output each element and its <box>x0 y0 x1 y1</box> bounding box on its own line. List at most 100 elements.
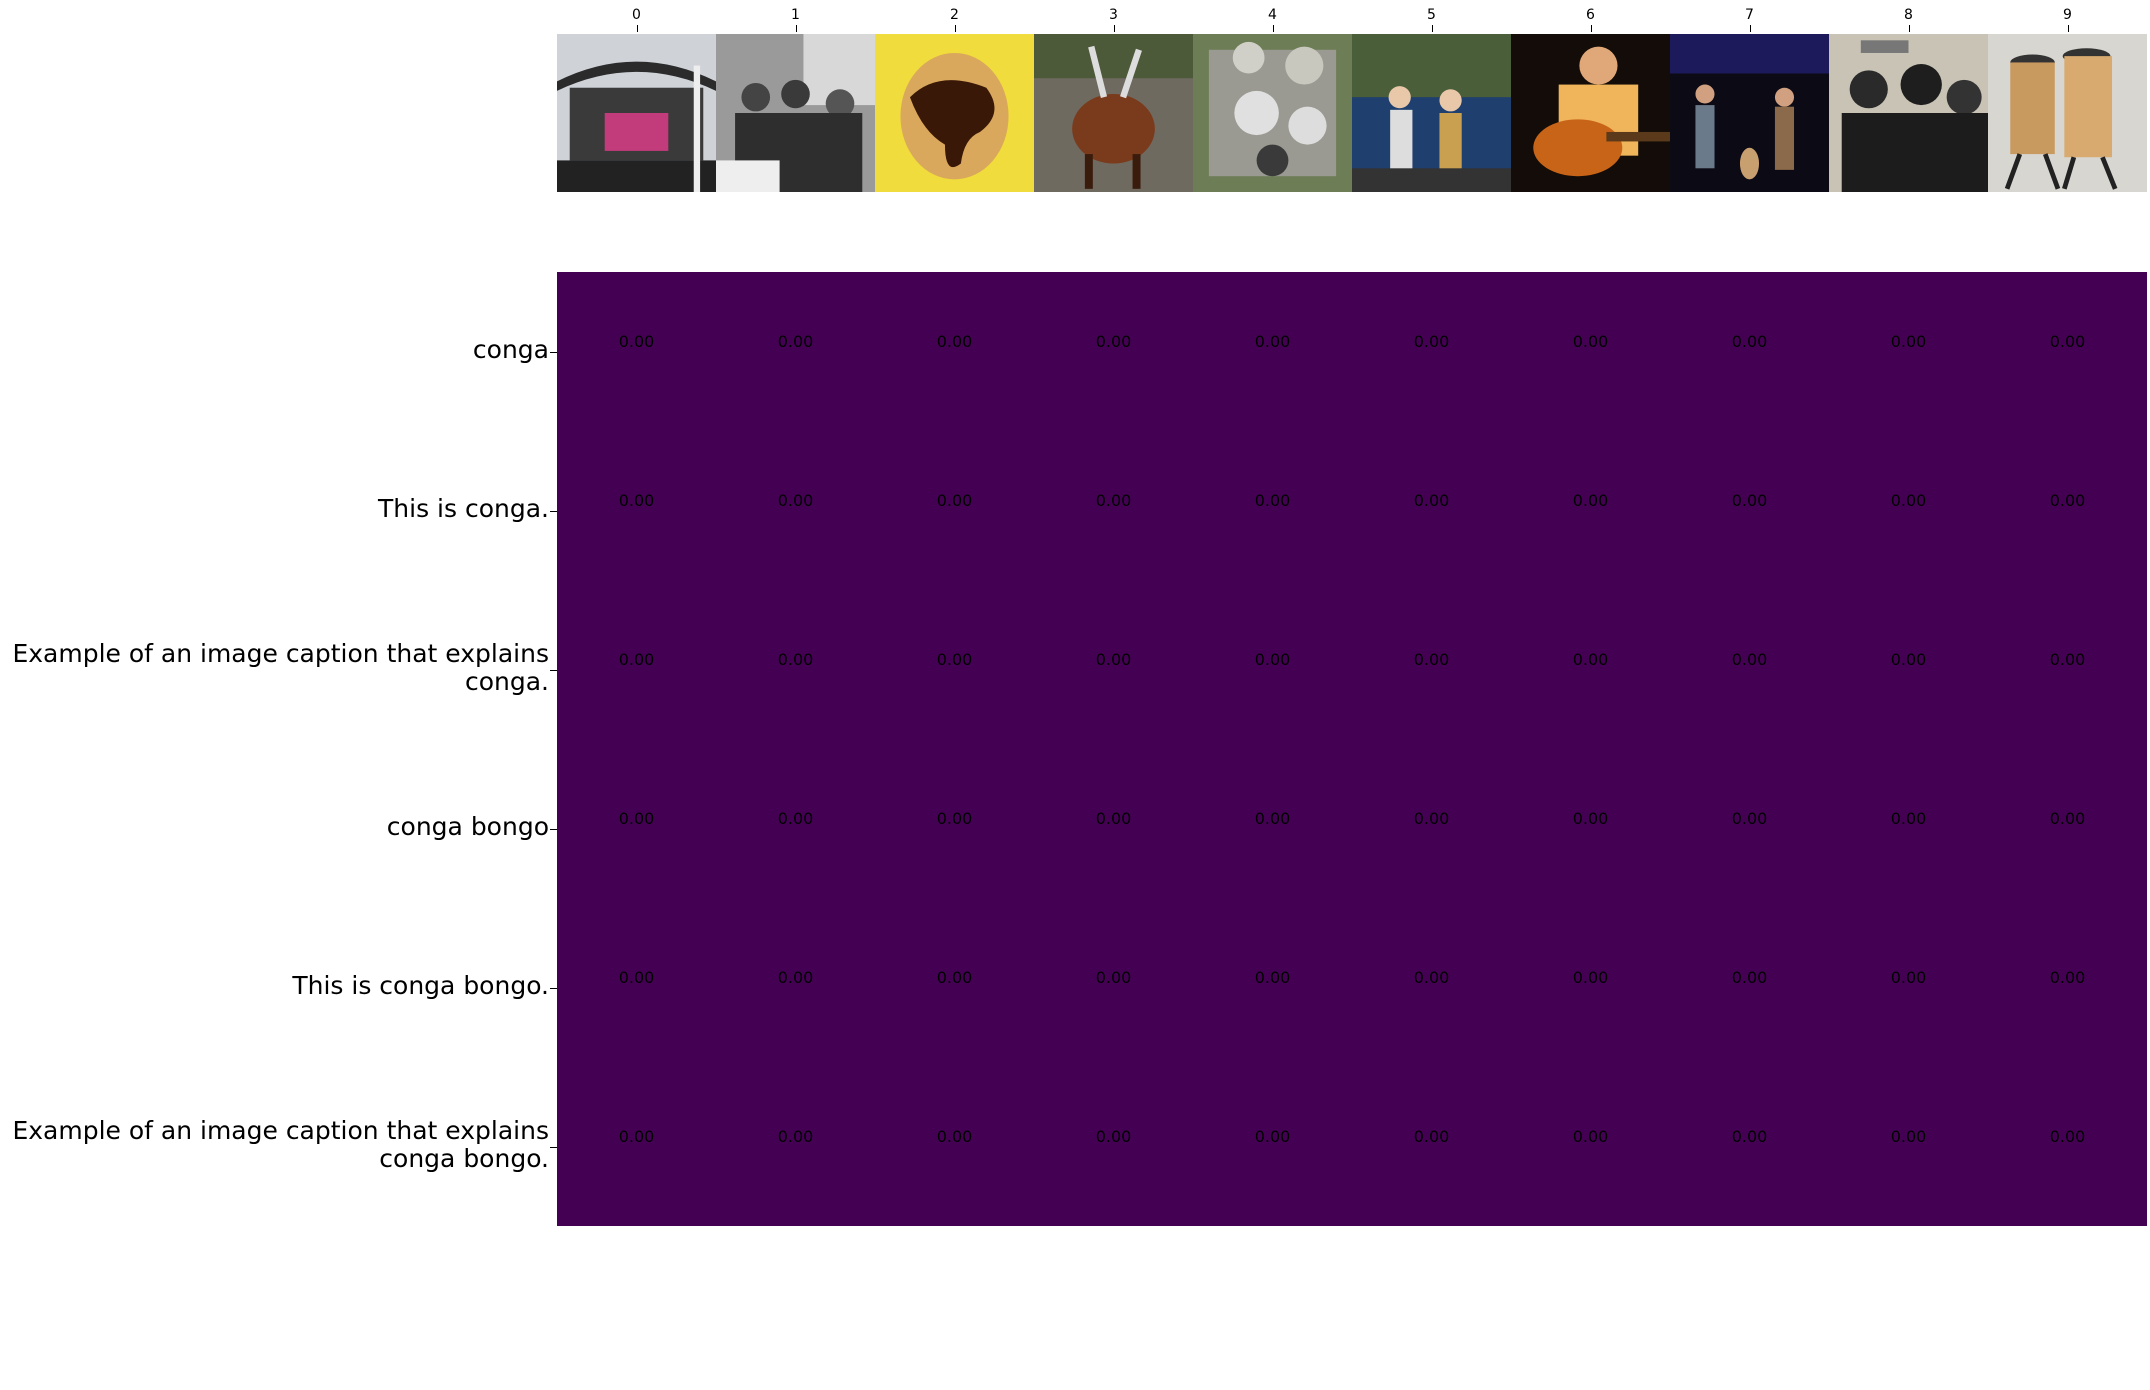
heatmap-grid <box>557 272 2147 1226</box>
cell-value: 0.00 <box>1731 808 1768 828</box>
cell-value: 0.00 <box>618 649 655 669</box>
cell-value: 0.00 <box>1731 490 1768 510</box>
cell-value: 0.00 <box>936 1126 973 1146</box>
x-tick-label: 9 <box>2063 7 2072 23</box>
x-tick-label: 1 <box>791 7 800 23</box>
thumbnail-live-band-icon <box>1670 34 1829 192</box>
cell-value: 0.00 <box>1572 967 1609 987</box>
cell-value: 0.00 <box>618 490 655 510</box>
x-tick-label: 0 <box>632 7 641 23</box>
y-tick-label-line: This is conga bongo. <box>292 970 549 1000</box>
cell-value: 0.00 <box>1890 808 1927 828</box>
x-tick-label: 3 <box>1109 7 1118 23</box>
cell-value: 0.00 <box>936 649 973 669</box>
thumbnail-black-white-crowd-icon <box>716 34 875 192</box>
y-tick-label: conga bongo <box>386 811 549 841</box>
y-tick-mark <box>550 987 557 989</box>
y-tick-label: Example of an image caption that explain… <box>12 638 549 696</box>
cell-value: 0.00 <box>936 331 973 351</box>
y-tick-label-line: conga. <box>464 666 549 696</box>
thumbnail-drum-kit-icon <box>1193 34 1352 192</box>
cell-value: 0.00 <box>1413 808 1450 828</box>
cell-value: 0.00 <box>2049 490 2086 510</box>
thumbnail-chocolate-egg-icon <box>875 34 1034 192</box>
cell-value: 0.00 <box>1572 331 1609 351</box>
x-tick-label: 6 <box>1586 7 1595 23</box>
y-tick-label-line: conga bongo <box>386 811 549 841</box>
cell-value: 0.00 <box>1413 331 1450 351</box>
y-tick-mark <box>550 828 557 830</box>
y-tick-mark <box>550 669 557 671</box>
cell-value: 0.00 <box>618 1126 655 1146</box>
cell-value: 0.00 <box>1254 967 1291 987</box>
y-tick-label: This is conga bongo. <box>292 970 549 1000</box>
x-tick-mark <box>1590 25 1592 32</box>
cell-value: 0.00 <box>2049 649 2086 669</box>
cell-value: 0.00 <box>777 1126 814 1146</box>
cell-value: 0.00 <box>2049 967 2086 987</box>
x-tick-mark <box>1749 25 1751 32</box>
cell-value: 0.00 <box>936 808 973 828</box>
cell-value: 0.00 <box>777 967 814 987</box>
y-tick-mark <box>550 1146 557 1148</box>
cell-value: 0.00 <box>1095 331 1132 351</box>
x-tick-label: 4 <box>1268 7 1277 23</box>
thumbnail-concert-stage-icon <box>557 34 716 192</box>
y-tick-mark <box>550 351 557 353</box>
cell-value: 0.00 <box>1572 808 1609 828</box>
cell-value: 0.00 <box>618 808 655 828</box>
cell-value: 0.00 <box>1095 808 1132 828</box>
cell-value: 0.00 <box>1731 331 1768 351</box>
cell-value: 0.00 <box>2049 331 2086 351</box>
cell-value: 0.00 <box>1254 649 1291 669</box>
thumbnail-guitarist-icon <box>1511 34 1670 192</box>
cell-value: 0.00 <box>1413 1126 1450 1146</box>
cell-value: 0.00 <box>1413 490 1450 510</box>
cell-value: 0.00 <box>1254 1126 1291 1146</box>
cell-value: 0.00 <box>1731 649 1768 669</box>
cell-value: 0.00 <box>1572 1126 1609 1146</box>
x-tick-mark <box>1113 25 1115 32</box>
cell-value: 0.00 <box>1254 808 1291 828</box>
x-tick-mark <box>1908 25 1910 32</box>
cell-value: 0.00 <box>1890 490 1927 510</box>
cell-value: 0.00 <box>1095 490 1132 510</box>
cell-value: 0.00 <box>1890 649 1927 669</box>
y-tick-label-line: conga bongo. <box>379 1143 549 1173</box>
thumbnail-antelope-icon <box>1034 34 1193 192</box>
cell-value: 0.00 <box>1731 1126 1768 1146</box>
cell-value: 0.00 <box>1095 967 1132 987</box>
cell-value: 0.00 <box>1095 649 1132 669</box>
y-tick-label-line: Example of an image caption that explain… <box>12 1115 549 1145</box>
cell-value: 0.00 <box>1572 649 1609 669</box>
cell-value: 0.00 <box>1254 331 1291 351</box>
cell-value: 0.00 <box>777 490 814 510</box>
x-tick-mark <box>1272 25 1274 32</box>
cell-value: 0.00 <box>1890 1126 1927 1146</box>
cell-value: 0.00 <box>1890 967 1927 987</box>
cell-value: 0.00 <box>1890 331 1927 351</box>
y-tick-label: Example of an image caption that explain… <box>12 1115 549 1173</box>
cell-value: 0.00 <box>936 490 973 510</box>
x-tick-label: 8 <box>1904 7 1913 23</box>
cell-value: 0.00 <box>777 331 814 351</box>
y-tick-label: conga <box>472 334 549 364</box>
cell-value: 0.00 <box>618 967 655 987</box>
cell-value: 0.00 <box>2049 808 2086 828</box>
y-tick-label-line: conga <box>472 334 549 364</box>
cell-value: 0.00 <box>1413 967 1450 987</box>
x-tick-label: 2 <box>950 7 959 23</box>
cell-value: 0.00 <box>1254 490 1291 510</box>
cell-value: 0.00 <box>777 649 814 669</box>
y-tick-label-line: Example of an image caption that explain… <box>12 638 549 668</box>
x-tick-mark <box>636 25 638 32</box>
cell-value: 0.00 <box>936 967 973 987</box>
cell-value: 0.00 <box>2049 1126 2086 1146</box>
thumbnail-band-on-stage-icon <box>1352 34 1511 192</box>
y-tick-label: This is conga. <box>378 494 549 523</box>
y-tick-mark <box>550 510 557 512</box>
thumbnail-conga-drums-icon <box>1988 34 2147 192</box>
cell-value: 0.00 <box>1095 1126 1132 1146</box>
x-tick-label: 7 <box>1745 7 1754 23</box>
x-tick-mark <box>954 25 956 32</box>
